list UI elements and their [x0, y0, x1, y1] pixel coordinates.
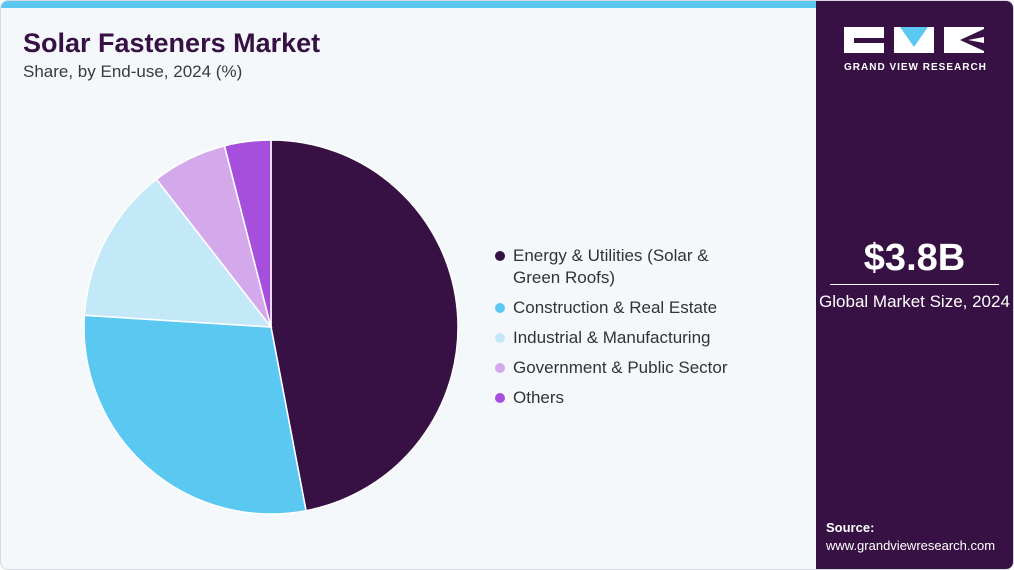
legend-label: Industrial & Manufacturing — [513, 328, 711, 347]
brand-logo: GRAND VIEW RESEARCH — [844, 27, 987, 73]
source-label: Source: — [826, 520, 875, 535]
accent-bar — [1, 1, 816, 8]
chart-title: Solar Fasteners Market — [23, 28, 321, 58]
legend-item: Industrial & Manufacturing — [495, 327, 795, 349]
market-size-label: Global Market Size, 2024 — [819, 292, 1010, 311]
legend-label: Construction & Real Estate — [513, 298, 718, 317]
pie-slice — [83, 314, 307, 515]
legend-label: Others — [513, 388, 565, 407]
pie-slice — [83, 178, 273, 328]
legend-label: Energy & Utilities (Solar & Green Roofs) — [513, 246, 709, 287]
legend-dot-icon — [495, 333, 505, 343]
chart-legend: Energy & Utilities (Solar & Green Roofs)… — [495, 245, 795, 417]
legend-item: Others — [495, 387, 795, 409]
legend-item: Government & Public Sector — [495, 357, 795, 379]
source-url: www.grandviewresearch.com — [826, 538, 996, 553]
brand-name: GRAND VIEW RESEARCH — [844, 62, 987, 73]
sidebar-panel: GRAND VIEW RESEARCH $3.8B Global Market … — [816, 1, 1013, 569]
logo-mark-icon — [844, 27, 984, 53]
legend-label: Government & Public Sector — [513, 358, 728, 377]
pie-chart — [83, 139, 459, 515]
legend-dot-icon — [495, 251, 505, 261]
legend-dot-icon — [495, 303, 505, 313]
legend-dot-icon — [495, 363, 505, 373]
chart-subtitle: Share, by End-use, 2024 (%) — [23, 62, 243, 81]
legend-item: Construction & Real Estate — [495, 297, 795, 319]
divider — [830, 284, 999, 285]
pie-slice — [223, 139, 272, 328]
legend-item: Energy & Utilities (Solar & Green Roofs) — [495, 245, 795, 289]
pie-slice — [270, 139, 459, 512]
market-size-value: $3.8B — [863, 237, 966, 279]
legend-dot-icon — [495, 393, 505, 403]
